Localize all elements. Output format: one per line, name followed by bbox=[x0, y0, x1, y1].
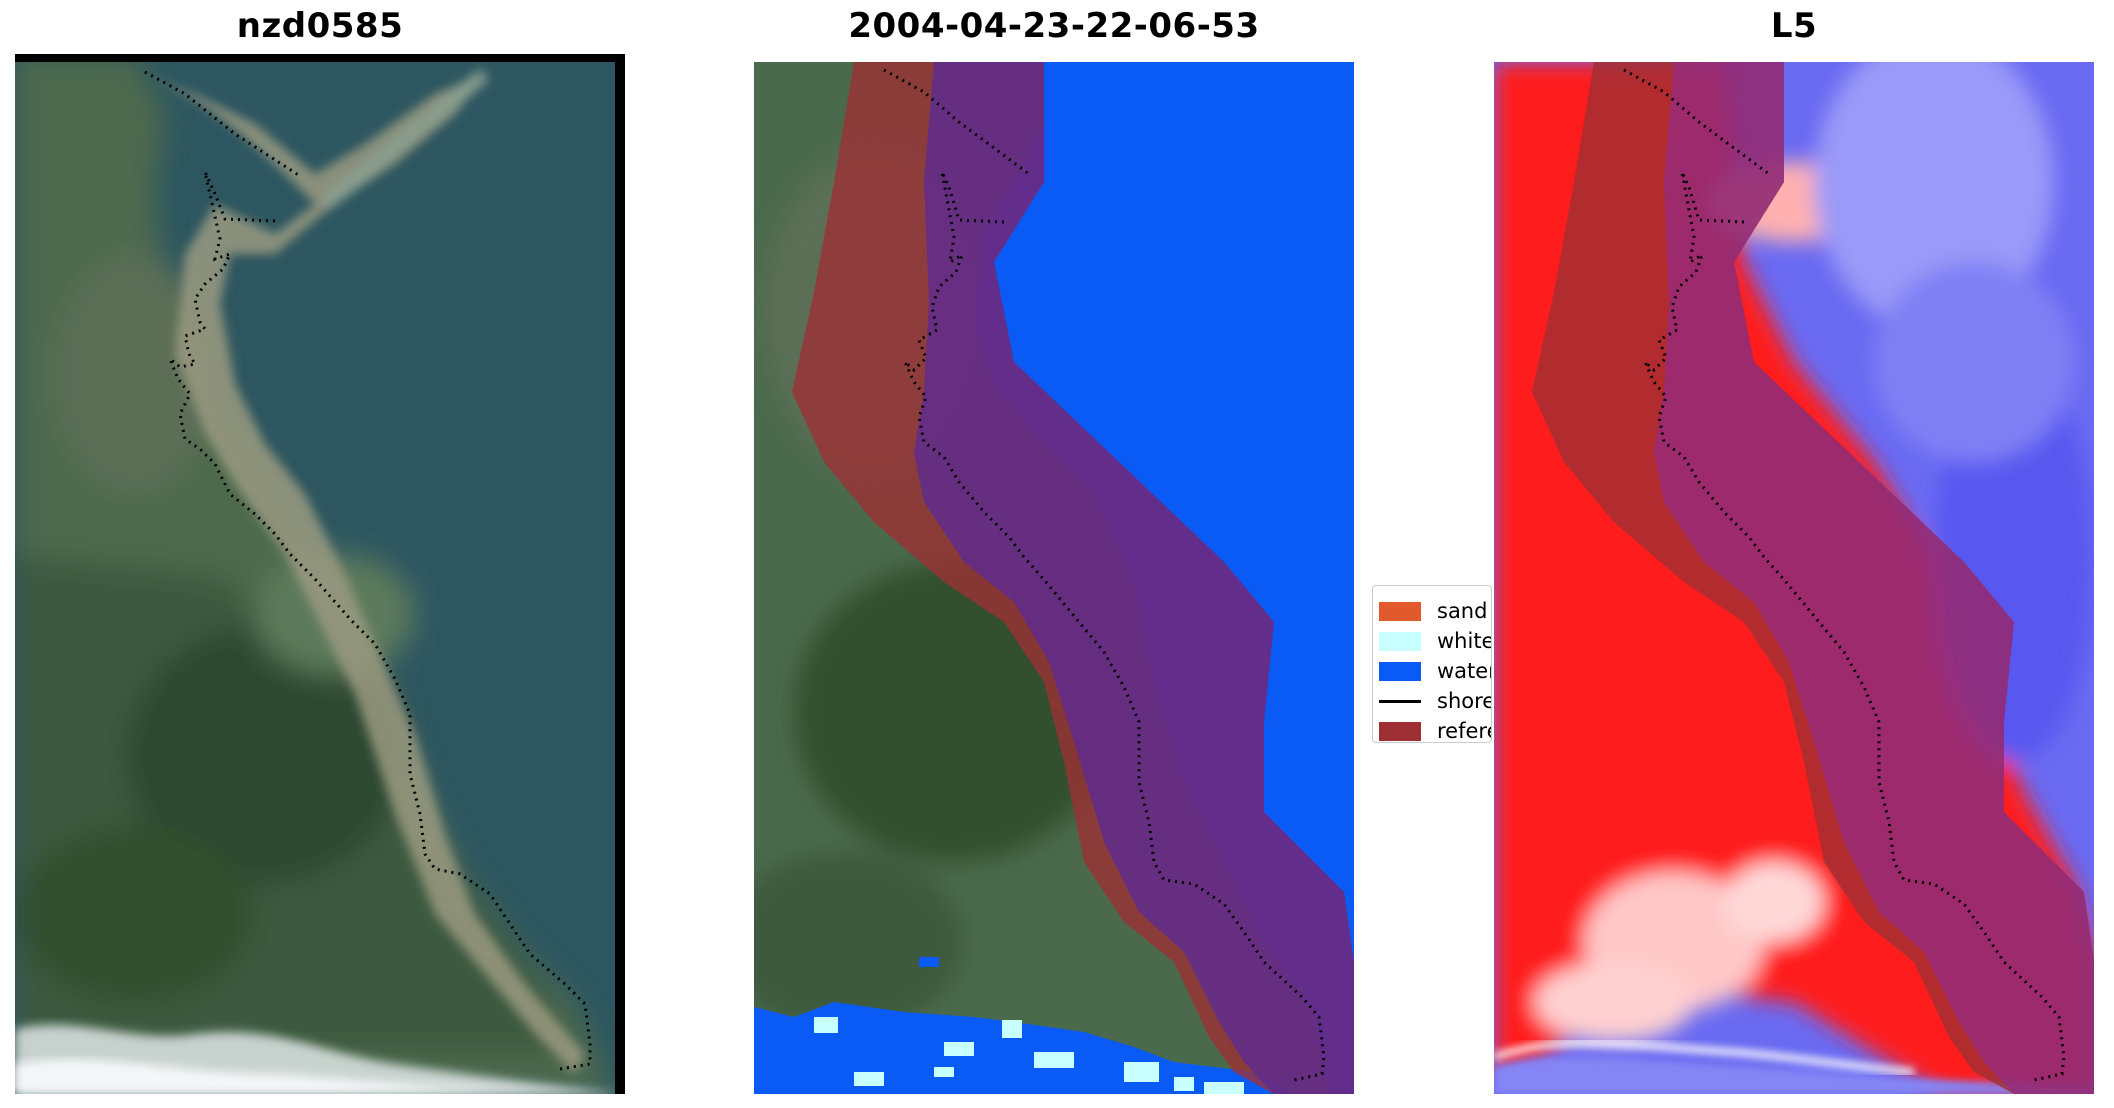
legend-item-shoreline: shoreline bbox=[1379, 689, 1491, 713]
legend-label-water: water bbox=[1437, 659, 1492, 683]
legend: sand white-water water shoreline referen… bbox=[1372, 585, 1492, 743]
legend-swatch-reference bbox=[1379, 721, 1421, 741]
legend-item-reference: reference shoreline buffer bbox=[1379, 719, 1491, 743]
panel-title-index: L5 bbox=[1770, 6, 1818, 46]
rgb-image-panel bbox=[15, 54, 625, 1094]
panel-title-classified: 2004-04-23-22-06-53 bbox=[848, 6, 1260, 46]
panel-title-rgb: nzd0585 bbox=[236, 6, 404, 46]
legend-line-shoreline bbox=[1379, 699, 1421, 703]
legend-label-reference: reference shoreline buffer bbox=[1437, 719, 1491, 743]
legend-swatch-sand bbox=[1379, 601, 1421, 621]
legend-item-water: water bbox=[1379, 659, 1492, 683]
legend-label-white-water: white-water bbox=[1437, 629, 1492, 653]
legend-item-white-water: white-water bbox=[1379, 629, 1492, 653]
legend-swatch-white-water bbox=[1379, 631, 1421, 651]
classified-image-panel bbox=[754, 62, 1354, 1094]
index-image-panel bbox=[1494, 62, 2094, 1094]
legend-swatch-water bbox=[1379, 661, 1421, 681]
legend-item-sand: sand bbox=[1379, 599, 1488, 623]
legend-label-shoreline: shoreline bbox=[1437, 689, 1491, 713]
legend-label-sand: sand bbox=[1437, 599, 1488, 623]
